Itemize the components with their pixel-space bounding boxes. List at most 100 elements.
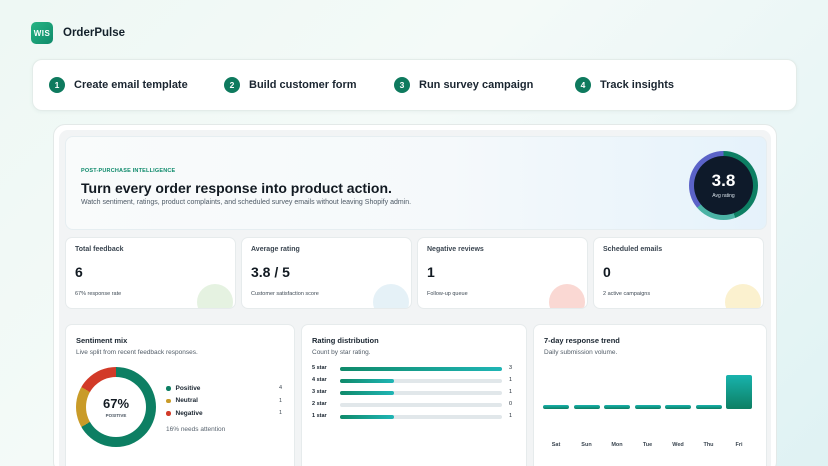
rating-track (340, 415, 502, 419)
decor-blob (549, 284, 585, 308)
rating-fill (340, 367, 502, 371)
stat-title: Negative reviews (427, 246, 484, 253)
decor-blob (725, 284, 761, 308)
rating-row-3-star: 3 star 1 (312, 389, 512, 397)
stat-card-average-rating: Average rating 3.8 / 5 Customer satisfac… (241, 237, 412, 309)
avg-rating-core: 3.8 Avg rating (694, 156, 753, 215)
trend-day-label: Wed (672, 442, 684, 448)
stat-note: 67% response rate (75, 291, 122, 297)
trend-bar-fri (726, 375, 752, 409)
legend-dot (166, 411, 171, 416)
step-number: 1 (49, 77, 65, 93)
dashboard-frame: POST-PURCHASE INTELLIGENCE Turn every or… (53, 124, 777, 466)
rating-count: 1 (509, 413, 513, 419)
step-run-survey-campaign[interactable]: 3 Run survey campaign (394, 77, 533, 93)
legend-label: Negative (175, 409, 203, 417)
panel-title: Sentiment mix (76, 336, 128, 345)
legend-count: 1 (278, 397, 282, 404)
rating-label: 3 star (312, 389, 327, 395)
donut-center: 67% POSITIVE (86, 377, 146, 437)
app-logo: WIS (31, 22, 53, 44)
trend-bar-sun (573, 404, 600, 409)
rating-row-2-star: 2 star 0 (312, 401, 512, 409)
rating-label: 5 star (312, 365, 327, 371)
panel-subtitle: Live split from recent feedback response… (76, 349, 198, 356)
hero-banner: POST-PURCHASE INTELLIGENCE Turn every or… (65, 136, 767, 230)
decor-blob (197, 284, 233, 308)
rating-fill (340, 379, 394, 383)
legend-dot (166, 386, 171, 391)
app-name: OrderPulse (63, 27, 125, 39)
avg-rating-ring: 3.8 Avg rating (689, 151, 758, 220)
step-create-email-template[interactable]: 1 Create email template (49, 77, 188, 93)
stat-note: 2 active campaigns (603, 291, 651, 297)
step-label: Run survey campaign (419, 79, 534, 91)
brand: WIS OrderPulse (31, 22, 125, 44)
sentiment-mix-panel: Sentiment mix Live split from recent fee… (65, 324, 295, 466)
donut-label: POSITIVE (105, 412, 127, 418)
rating-fill (340, 391, 394, 395)
legend-item-positive: Positive 4 (166, 382, 286, 395)
step-build-customer-form[interactable]: 2 Build customer form (224, 77, 357, 93)
rating-label: 1 star (312, 413, 327, 419)
trend-bar-thu (695, 404, 722, 409)
step-track-insights[interactable]: 4 Track insights (575, 77, 674, 93)
hero-title: Turn every order response into product a… (81, 180, 392, 196)
rating-distribution-panel: Rating distribution Count by star rating… (301, 324, 527, 466)
stat-card-scheduled-emails: Scheduled emails 0 2 active campaigns (593, 237, 764, 309)
rating-row-4-star: 4 star 1 (312, 377, 512, 385)
legend-item-negative: Negative 1 (166, 407, 286, 420)
attention-note: 16% needs attention (166, 426, 226, 433)
legend-count: 1 (278, 410, 282, 417)
stat-value: 0 (603, 264, 611, 280)
rating-count: 3 (509, 365, 513, 371)
hero-subtitle: Watch sentiment, ratings, product compla… (81, 199, 412, 206)
trend-bar-wed (665, 404, 691, 409)
step-number: 4 (575, 77, 591, 93)
rating-fill (340, 415, 394, 419)
stat-value: 3.8 / 5 (251, 264, 290, 280)
trend-bar-mon (604, 404, 630, 409)
trend-day-label: Sun (581, 442, 592, 448)
stat-note: Follow-up queue (427, 291, 468, 297)
rating-label: 4 star (312, 377, 327, 383)
hero-kicker: POST-PURCHASE INTELLIGENCE (81, 168, 176, 174)
step-number: 2 (224, 77, 240, 93)
legend-dot (166, 398, 171, 403)
stat-card-total-feedback: Total feedback 6 67% response rate (65, 237, 236, 309)
response-trend-panel: 7-day response trend Daily submission vo… (533, 324, 767, 466)
trend-day-label: Mon (611, 442, 623, 448)
legend-item-neutral: Neutral 1 (166, 395, 286, 408)
rating-row-5-star: 5 star 3 (312, 365, 512, 373)
stat-title: Average rating (251, 246, 300, 253)
stat-value: 1 (427, 264, 435, 280)
rating-row-1-star: 1 star 1 (312, 413, 512, 421)
rating-track (340, 391, 502, 395)
sentiment-legend: Positive 4 Neutral 1 Negative 1 (166, 382, 286, 420)
trend-bar-sat (543, 404, 569, 409)
avg-rating-value: 3.8 (711, 171, 736, 190)
panel-subtitle: Count by star rating. (312, 349, 371, 356)
rating-count: 1 (509, 389, 513, 395)
stat-card-negative-reviews: Negative reviews 1 Follow-up queue (417, 237, 588, 309)
panel-title: Rating distribution (312, 336, 379, 345)
dashboard-canvas: POST-PURCHASE INTELLIGENCE Turn every or… (59, 130, 771, 466)
donut-value: 67% (102, 395, 130, 411)
step-label: Create email template (74, 79, 188, 91)
onboarding-steps: 1 Create email template 2 Build customer… (32, 59, 797, 111)
rating-label: 2 star (312, 401, 327, 407)
step-number: 3 (394, 77, 410, 93)
legend-count: 4 (278, 385, 282, 392)
rating-track (340, 403, 502, 407)
rating-count: 1 (509, 377, 513, 383)
rating-count: 0 (509, 401, 513, 407)
legend-label: Neutral (175, 397, 198, 405)
panel-title: 7-day response trend (544, 336, 620, 345)
rating-track (340, 367, 502, 371)
decor-blob (373, 284, 409, 308)
stat-note: Customer satisfaction score (251, 291, 319, 297)
stat-value: 6 (75, 264, 83, 280)
trend-bar-tue (634, 404, 661, 409)
trend-day-label: Sat (551, 442, 561, 448)
panel-subtitle: Daily submission volume. (544, 349, 618, 356)
